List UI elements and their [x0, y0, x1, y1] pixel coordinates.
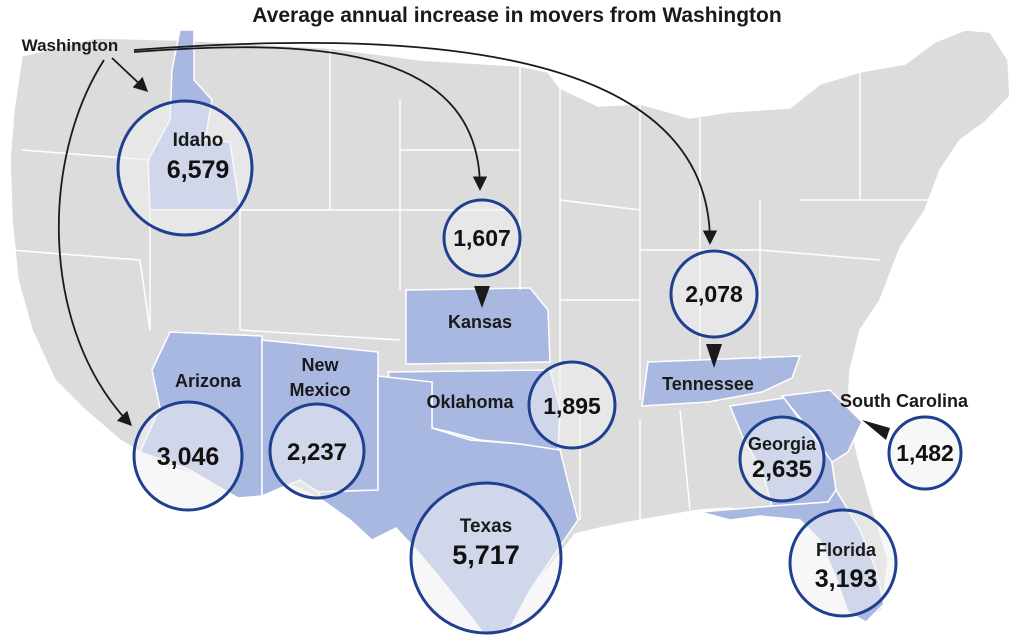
- arrow-to-arizona: [58, 59, 132, 427]
- value-florida: 3,193: [815, 565, 878, 593]
- value-texas: 5,717: [452, 540, 520, 570]
- label-arizona-name: Arizona: [175, 371, 242, 391]
- circle-south-carolina: [887, 415, 963, 491]
- value-idaho: 6,579: [167, 156, 230, 184]
- tennessee-pointer: [706, 344, 722, 368]
- value-arizona: 3,046: [157, 443, 220, 471]
- value-kansas: 1,607: [453, 225, 511, 251]
- label-florida-name: Florida: [816, 540, 877, 560]
- label-south-carolina-name: South Carolina: [840, 391, 969, 411]
- label-oklahoma-name: Oklahoma: [426, 392, 514, 412]
- circle-kansas: [442, 198, 522, 278]
- circle-arizona: [132, 400, 244, 512]
- state-tennessee: [641, 355, 802, 407]
- label-texas-name: Texas: [460, 516, 512, 537]
- value-georgia: 2,635: [752, 456, 812, 483]
- label-tennessee-name: Tennessee: [662, 374, 754, 394]
- kansas-pointer: [474, 286, 490, 308]
- value-south-carolina: 1,482: [896, 440, 954, 466]
- arrow-to-kansas: [133, 46, 488, 191]
- value-tennessee: 2,078: [685, 281, 743, 307]
- state-kansas: [405, 287, 551, 365]
- value-new-mexico: 2,237: [287, 439, 347, 466]
- circle-oklahoma: [527, 360, 617, 450]
- circle-new-mexico: [268, 402, 366, 500]
- label-georgia-name: Georgia: [748, 434, 817, 454]
- value-oklahoma: 1,895: [543, 393, 601, 419]
- circle-texas: [409, 481, 563, 635]
- south-carolina-pointer: [862, 420, 890, 440]
- label-kansas-name: Kansas: [448, 312, 512, 332]
- circle-florida: [788, 508, 898, 618]
- map-title: Average annual increase in movers from W…: [252, 4, 782, 27]
- arrow-to-idaho: [111, 57, 149, 92]
- circle-tennessee: [669, 249, 759, 339]
- label-new-mexico-name-line1: New: [301, 355, 339, 375]
- label-new-mexico-name-line2: Mexico: [289, 380, 350, 400]
- circle-idaho: [116, 99, 254, 237]
- label-idaho-name: Idaho: [173, 130, 224, 151]
- circle-georgia: [738, 415, 826, 503]
- origin-label: Washington: [22, 36, 119, 55]
- state-borders: [9, 48, 930, 520]
- arrow-to-tennessee: [133, 41, 718, 245]
